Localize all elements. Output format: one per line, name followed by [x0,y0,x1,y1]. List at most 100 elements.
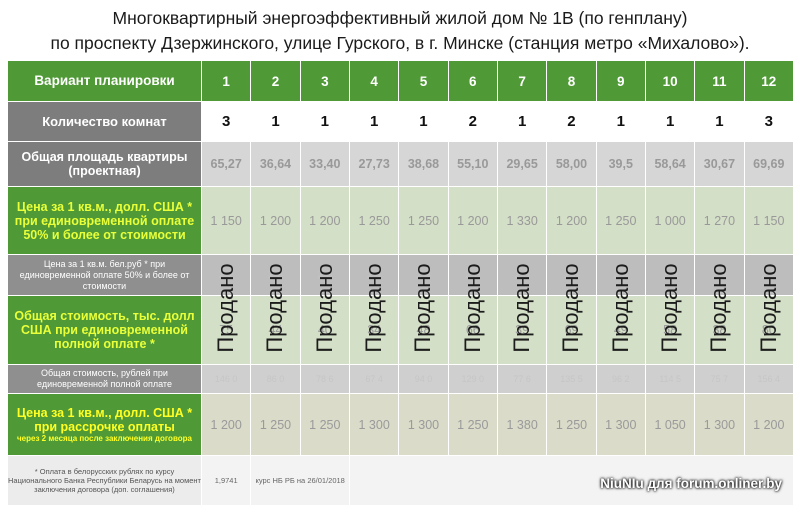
variant-cell: 3 [299,60,350,102]
total-byr-cell: 77 6 [496,364,548,394]
installment-cell: 1 050 [644,393,696,456]
rooms-cell: 1 [250,101,301,142]
area-cell: 55,10 [447,141,498,187]
area-cell: 36,64 [250,141,301,187]
rooms-cell: 1 [644,101,696,142]
price-byr-row: Цена за 1 кв.м. бел.руб * при единовреме… [7,254,795,296]
price-byr-cell: 2 3 [546,254,597,296]
rooms-cell: 1 [348,101,400,142]
total-byr-cell: 114 5 [644,364,696,394]
total-usd-cell: 44 [250,295,301,365]
installment-cell: 1 250 [299,393,350,456]
price-byr-cell: 2 4 [595,254,646,296]
area-cell: 33,40 [299,141,350,187]
footnote-empty [348,455,795,506]
installment-cell: 1 300 [694,393,745,456]
installment-cell: 1 250 [447,393,498,456]
variant-cell: 8 [546,60,597,102]
variant-cell: 5 [398,60,449,102]
price-usd-cell: 1 000 [644,186,696,255]
area-label: Общая площадь квартиры (проектная) [7,141,202,187]
price-usd-cell: 1 200 [546,186,597,255]
price-byr-cell: 2 3 [447,254,498,296]
price-usd-cell: 1 150 [200,186,252,255]
area-cell: 30,67 [694,141,745,187]
price-usd-label: Цена за 1 кв.м., долл. США * при единовр… [7,186,202,255]
price-usd-cell: 1 200 [250,186,301,255]
total-usd-cell: 58 [644,295,696,365]
rooms-cell: 3 [200,101,252,142]
total-usd-cell: 48 [398,295,449,365]
area-cell: 27,73 [348,141,400,187]
rooms-cell: 2 [546,101,597,142]
total-usd-cell: 34 [348,295,400,365]
total-usd-row: Общая стоимость, тыс. долл США при едино… [7,295,795,365]
total-byr-cell: 94 0 [398,364,449,394]
watermark: NiuNIu для forum.onliner.by [600,476,782,491]
total-byr-label: Общая стоимость, рублей при единовременн… [7,364,202,394]
rooms-cell: 3 [743,101,795,142]
area-row: Общая площадь квартиры (проектная) 65,27… [7,141,795,187]
rooms-cell: 1 [595,101,646,142]
total-byr-cell: 129 0 [447,364,498,394]
rooms-cell: 2 [447,101,498,142]
rooms-cell: 1 [398,101,449,142]
installment-cell: 1 300 [348,393,400,456]
total-byr-row: Общая стоимость, рублей при единовременн… [7,364,795,394]
rooms-cell: 1 [496,101,548,142]
area-cell: 38,68 [398,141,449,187]
price-usd-cell: 1 250 [348,186,400,255]
variant-cell: 7 [496,60,548,102]
total-usd-cell: 66 [447,295,498,365]
area-cell: 58,64 [644,141,696,187]
total-usd-cell: 75 [200,295,252,365]
price-byr-cell: 1 9 [644,254,696,296]
installment-cell: 1 250 [546,393,597,456]
installment-cell: 1 200 [743,393,795,456]
total-usd-cell: 38 [694,295,745,365]
footnote-row: * Оплата в белорусских рублях по курсу Н… [7,455,795,506]
total-usd-cell: 80 [743,295,795,365]
price-byr-cell: 2 5 [496,254,548,296]
rooms-label: Количество комнат [7,101,202,142]
variant-cell: 12 [743,60,795,102]
rooms-cell: 1 [694,101,745,142]
installment-cell: 1 200 [200,393,252,456]
installment-cell: 1 250 [250,393,301,456]
page-title: Многоквартирный энергоэффективный жилой … [0,6,800,56]
price-byr-cell: 2 2 [743,254,795,296]
total-usd-cell: 39 [496,295,548,365]
area-cell: 69,69 [743,141,795,187]
title-line-2: по проспекту Дзержинского, улице Гурског… [50,33,750,53]
total-byr-cell: 156 4 [743,364,795,394]
variant-cell: 11 [694,60,745,102]
area-cell: 65,27 [200,141,252,187]
total-byr-cell: 135 5 [546,364,597,394]
installment-cell: 1 380 [496,393,548,456]
price-byr-cell: 2 3 [299,254,350,296]
price-byr-cell: 2 3 [250,254,301,296]
variant-label: Вариант планировки [7,60,202,102]
price-usd-cell: 1 270 [694,186,745,255]
installment-cell: 1 300 [595,393,646,456]
area-cell: 58,00 [546,141,597,187]
total-byr-cell: 75 7 [694,364,745,394]
price-byr-cell: 2 2 [200,254,252,296]
installment-note: через 2 месяца после заключения договора [17,434,192,443]
rate-label: курс НБ РБ на 26/01/2018 [250,455,350,506]
total-usd-label: Общая стоимость, тыс. долл США при едино… [7,295,202,365]
price-usd-cell: 1 330 [496,186,548,255]
footnote-label: * Оплата в белорусских рублях по курсу Н… [7,455,202,506]
variant-cell: 2 [250,60,301,102]
total-byr-cell: 67 4 [348,364,400,394]
variant-cell: 4 [348,60,400,102]
total-byr-cell: 86 0 [250,364,301,394]
installment-row: Цена за 1 кв.м., долл. США * при рассроч… [7,393,795,456]
total-usd-cell: 40 [299,295,350,365]
price-byr-cell: 2 4 [348,254,400,296]
price-usd-cell: 1 200 [299,186,350,255]
rate-value: 1,9741 [200,455,252,506]
variant-cell: 1 [200,60,252,102]
price-usd-row: Цена за 1 кв.м., долл. США * при единовр… [7,186,795,255]
